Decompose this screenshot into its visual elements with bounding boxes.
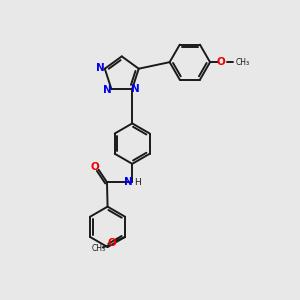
Text: O: O bbox=[91, 162, 100, 172]
Text: CH₃: CH₃ bbox=[236, 58, 250, 67]
Text: O: O bbox=[217, 57, 226, 67]
Text: N: N bbox=[131, 84, 140, 94]
Text: N: N bbox=[124, 177, 133, 187]
Text: CH₃: CH₃ bbox=[92, 244, 106, 253]
Text: N: N bbox=[96, 62, 105, 73]
Text: H: H bbox=[134, 178, 141, 187]
Text: O: O bbox=[107, 238, 116, 248]
Text: N: N bbox=[103, 85, 112, 95]
